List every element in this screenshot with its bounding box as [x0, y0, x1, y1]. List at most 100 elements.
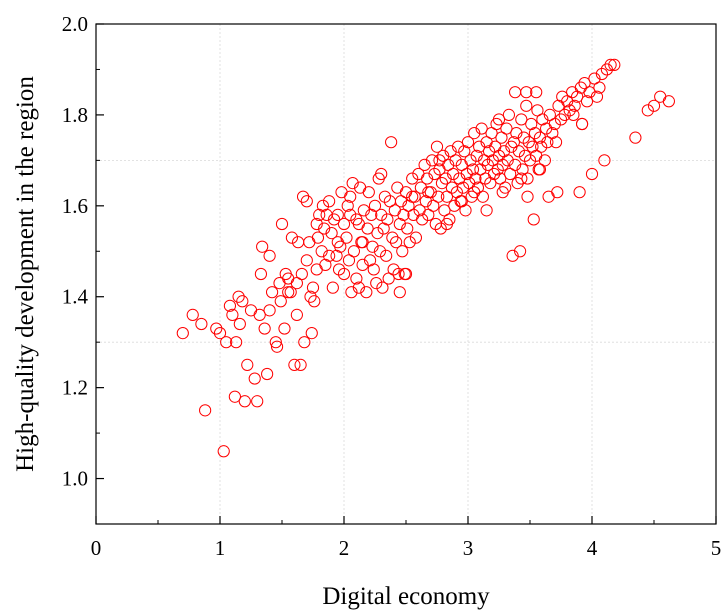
scatter-point	[513, 245, 527, 258]
scatter-point	[350, 272, 363, 285]
scatter-point	[575, 117, 589, 131]
scatter-point	[340, 231, 353, 244]
scatter-point	[583, 86, 596, 99]
scatter-point	[230, 336, 243, 349]
scatter-point	[282, 286, 295, 299]
scatter-point	[641, 104, 654, 117]
scatter-point	[371, 226, 384, 240]
scatter-point	[449, 154, 462, 167]
scatter-point	[554, 113, 568, 126]
scatter-point	[323, 249, 336, 262]
scatter-point	[304, 290, 317, 303]
scatter-point	[275, 217, 289, 231]
scatter-point	[408, 190, 421, 203]
scatter-point	[362, 186, 375, 199]
scatter-point	[380, 249, 393, 262]
scatter-point	[428, 167, 441, 181]
scatter-point	[399, 267, 413, 281]
scatter-point	[186, 308, 199, 322]
scatter-point	[568, 99, 581, 112]
scatter-point	[654, 90, 667, 103]
scatter-point	[254, 267, 268, 281]
scatter-point	[551, 186, 564, 199]
scatter-point	[381, 213, 394, 226]
scatter-point	[406, 190, 419, 203]
scatter-point	[522, 136, 535, 149]
scatter-point	[629, 131, 642, 144]
scatter-point	[445, 181, 458, 194]
scatter-point	[518, 149, 532, 162]
plot-frame	[95, 23, 717, 525]
scatter-point	[217, 445, 230, 458]
scatter-point	[253, 308, 266, 322]
scatter-point	[580, 95, 594, 108]
scatter-point	[375, 208, 388, 222]
scatter-point	[420, 172, 434, 185]
scatter-point	[535, 140, 548, 153]
scatter-point	[429, 217, 442, 231]
scatter-point	[476, 190, 489, 203]
scatter-point	[290, 276, 303, 290]
scatter-point	[233, 317, 246, 331]
y-tick-label: 1.0	[62, 467, 88, 491]
scatter-point	[386, 231, 399, 244]
scatter-point	[308, 295, 321, 308]
scatter-point	[527, 213, 540, 226]
scatter-point	[378, 190, 392, 203]
scatter-point	[433, 154, 446, 167]
scatter-point	[468, 186, 481, 199]
scatter-point	[176, 326, 189, 340]
scatter-point	[424, 186, 437, 199]
scatter-point	[236, 295, 249, 308]
scatter-point	[288, 358, 301, 372]
scatter-point	[263, 304, 276, 317]
scatter-point	[558, 108, 571, 122]
scatter-point	[496, 186, 509, 199]
scatter-point	[414, 181, 427, 194]
scatter-point	[533, 163, 547, 176]
scatter-point	[357, 204, 370, 217]
scatter-point	[448, 199, 461, 212]
scatter-point	[464, 154, 477, 167]
scatter-point	[500, 122, 513, 135]
x-tick-label: 5	[711, 536, 721, 560]
scatter-point	[566, 86, 579, 99]
scatter-point	[323, 195, 336, 208]
scatter-point	[274, 295, 287, 308]
scatter-point	[261, 367, 274, 381]
scatter-point	[300, 195, 313, 208]
scatter-point	[440, 217, 454, 231]
scatter-point	[220, 336, 233, 349]
scatter-point	[325, 226, 338, 240]
scatter-point	[461, 136, 475, 149]
scatter-point	[285, 231, 299, 244]
scatter-point	[269, 336, 282, 349]
scatter-point	[520, 99, 533, 112]
scatter-point	[251, 395, 264, 408]
scatter-point	[517, 131, 530, 144]
scatter-point	[523, 154, 537, 167]
y-tick-label: 1.4	[62, 285, 89, 309]
scatter-point	[435, 176, 449, 190]
scatter-point	[332, 263, 346, 276]
scatter-point	[391, 181, 404, 194]
scatter-point	[318, 222, 331, 235]
scatter-point	[481, 158, 494, 172]
scatter-point	[510, 126, 523, 140]
scatter-point	[210, 322, 223, 335]
scatter-point	[303, 236, 316, 249]
x-tick-label: 1	[215, 536, 226, 560]
scatter-point	[434, 222, 447, 235]
scatter-point	[399, 186, 413, 199]
scatter-point	[573, 186, 586, 199]
scatter-point	[425, 154, 439, 167]
scatter-point	[520, 86, 533, 99]
scatter-point	[282, 272, 295, 285]
scatter-point	[360, 286, 373, 299]
scatter-point	[540, 122, 553, 135]
scatter-point	[468, 126, 481, 140]
scatter-point	[595, 67, 609, 81]
scatter-point	[263, 249, 276, 262]
scatter-point	[511, 176, 524, 190]
scatter-point	[370, 276, 383, 290]
